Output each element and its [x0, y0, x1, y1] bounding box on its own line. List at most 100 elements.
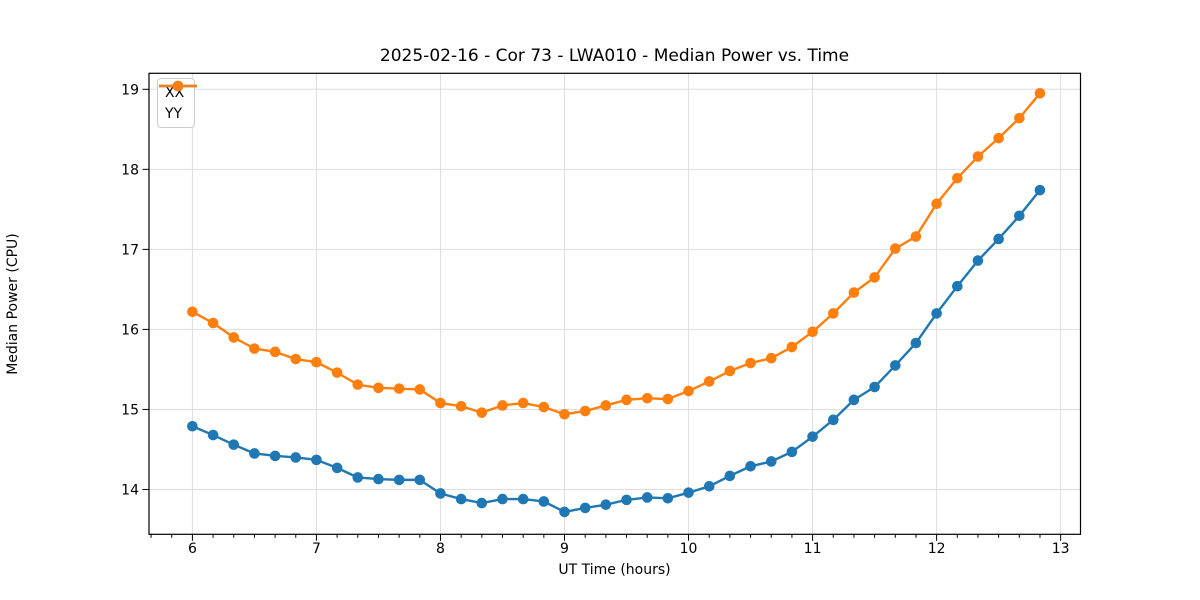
data-point [848, 394, 860, 406]
data-point [373, 473, 384, 485]
legend-label: YY [165, 105, 183, 122]
data-point [724, 470, 736, 482]
data-point [517, 493, 529, 505]
data-point [476, 497, 488, 509]
data-point [745, 357, 756, 369]
data-point [703, 376, 715, 387]
data-point [890, 243, 901, 254]
data-point [724, 365, 736, 377]
data-point [187, 420, 198, 432]
data-point [373, 382, 384, 394]
data-point [972, 255, 984, 266]
x-axis-ticks [150, 534, 1062, 541]
data-point [476, 407, 488, 418]
y-axis-ticks [142, 88, 149, 490]
data-point [993, 132, 1004, 144]
data-point [187, 306, 198, 318]
data-point [621, 494, 632, 506]
x-tick-label: 12 [928, 541, 946, 557]
data-point [331, 462, 343, 474]
data-point [662, 492, 674, 504]
y-tick-label: 15 [121, 402, 139, 418]
data-point [579, 502, 591, 514]
data-point [455, 400, 467, 412]
data-point [269, 450, 281, 462]
data-point [517, 397, 529, 409]
y-tick-label: 18 [121, 162, 139, 178]
data-point [207, 317, 219, 329]
y-tick-label: 19 [121, 82, 139, 98]
legend-line-marker-icon [159, 80, 197, 92]
data-point [786, 446, 798, 458]
data-point [331, 367, 343, 378]
data-point [952, 280, 963, 292]
x-tick-label: 11 [804, 541, 822, 557]
data-point [1034, 184, 1046, 196]
data-point [869, 381, 880, 393]
data-point [579, 405, 591, 417]
data-point [393, 383, 405, 394]
data-point [807, 326, 818, 338]
data-point [269, 346, 281, 358]
data-point [683, 487, 694, 498]
data-point [827, 414, 839, 426]
data-point [311, 454, 322, 466]
y-axis-label: Median Power (CPU) [5, 233, 21, 375]
data-point [1014, 112, 1025, 124]
data-point [311, 356, 322, 368]
data-point [910, 337, 922, 349]
data-point [621, 394, 632, 406]
chart-title: 2025-02-16 - Cor 73 - LWA010 - Median Po… [379, 46, 850, 66]
data-point [1014, 210, 1025, 222]
data-point [993, 233, 1004, 245]
data-point [249, 343, 260, 354]
data-point [538, 496, 550, 507]
data-point [435, 397, 446, 409]
data-point [497, 400, 508, 411]
data-point [683, 385, 694, 397]
data-point [848, 287, 860, 298]
data-point [641, 492, 653, 503]
data-point [662, 393, 674, 405]
data-point [249, 448, 260, 459]
data-point [538, 401, 550, 413]
x-tick-label: 8 [436, 541, 445, 557]
y-tick-label: 14 [121, 482, 139, 498]
data-point [600, 400, 612, 411]
data-point [952, 172, 963, 184]
legend-entry-yy: YY [159, 80, 197, 122]
data-point [228, 439, 240, 450]
data-point [290, 353, 302, 365]
y-tick-label: 16 [121, 322, 139, 338]
data-point [559, 408, 570, 420]
data-point [228, 332, 240, 343]
data-point [827, 308, 839, 319]
x-tick-label: 9 [560, 541, 569, 557]
x-tick-label: 13 [1052, 541, 1070, 557]
data-point [890, 360, 901, 371]
data-point [207, 429, 219, 441]
data-point [786, 341, 798, 353]
x-axis-label: UT Time (hours) [558, 562, 671, 578]
data-point [1034, 88, 1046, 99]
data-point [600, 499, 612, 510]
data-point [414, 474, 426, 486]
data-point [352, 379, 364, 390]
axes-spines [148, 72, 1082, 535]
data-point [765, 456, 777, 467]
x-tick-label: 7 [312, 541, 321, 557]
data-point [703, 480, 715, 492]
data-point [352, 472, 364, 483]
series-xx [187, 184, 1046, 518]
data-point [765, 352, 777, 364]
data-point [290, 452, 302, 463]
data-point [869, 272, 880, 283]
data-point [910, 231, 922, 242]
gridlines [149, 73, 1081, 535]
data-point [931, 308, 942, 319]
data-point [455, 493, 467, 505]
data-point [641, 392, 653, 404]
data-point [745, 460, 756, 472]
